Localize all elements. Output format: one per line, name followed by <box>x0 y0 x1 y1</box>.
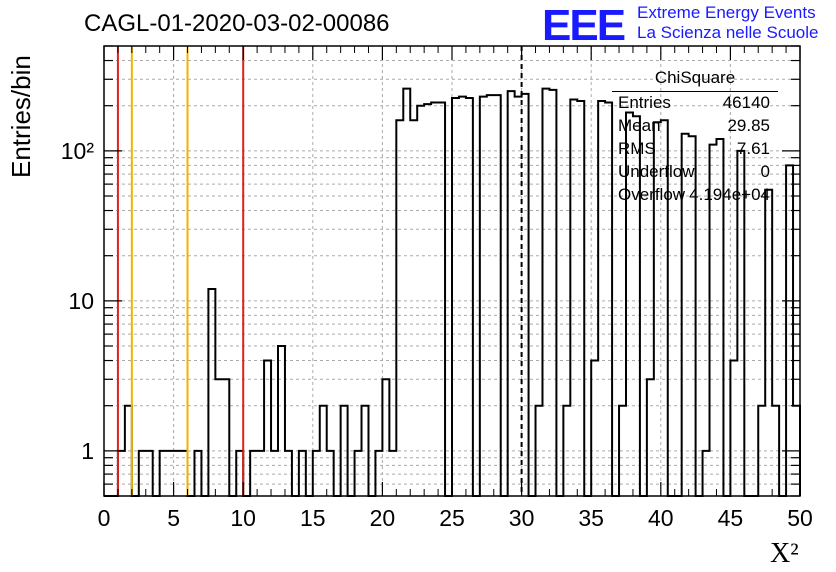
histogram-bin <box>570 99 577 496</box>
y-axis-label: Entries/bin <box>6 55 36 178</box>
histogram-bin <box>264 361 271 496</box>
histogram-series <box>104 87 801 497</box>
histogram-bin <box>278 346 285 496</box>
x-tick-label: 50 <box>787 505 813 531</box>
stat-label: Mean <box>618 116 661 135</box>
histogram-bin <box>542 89 549 496</box>
reference-lines <box>116 46 523 496</box>
x-tick-label: 0 <box>98 505 111 531</box>
y-tick-label: 1 <box>81 438 94 464</box>
stat-label: Overflow <box>618 185 686 204</box>
histogram-bin <box>431 103 438 496</box>
stat-value: 46140 <box>722 93 770 112</box>
histogram-bin <box>765 190 772 496</box>
histogram-bin <box>403 89 410 496</box>
histogram-bin <box>730 361 737 496</box>
stat-label: RMS <box>618 139 656 158</box>
logo-tagline-1: Extreme Energy Events <box>637 3 816 22</box>
y-tick-label: 10 <box>68 288 94 314</box>
x-tick-label: 25 <box>439 505 465 531</box>
histogram-bin <box>480 97 487 496</box>
histogram-outline <box>104 87 801 497</box>
stats-box: ChiSquare Entries 46140 Mean 29.85 RMS 7… <box>612 68 778 210</box>
histogram-bin <box>382 379 389 496</box>
histogram-bin <box>786 165 793 496</box>
stat-value: 0 <box>760 162 770 181</box>
x-tick-label: 10 <box>230 505 256 531</box>
histogram-bin <box>215 379 222 496</box>
histogram-bin <box>494 95 501 496</box>
histogram-bin <box>424 104 431 496</box>
eee-logo: EEE <box>542 1 626 50</box>
x-axis-label: X² <box>770 538 799 569</box>
chart-title: CAGL-01-2020-03-02-00086 <box>84 10 390 37</box>
x-tick-label: 40 <box>648 505 674 531</box>
x-tick-label: 20 <box>370 505 396 531</box>
x-tick-label: 30 <box>509 505 535 531</box>
stat-value: 4.194e+04 <box>689 185 770 204</box>
histogram-bin <box>508 91 515 496</box>
stat-label: Entries <box>618 93 671 112</box>
stats-title: ChiSquare <box>654 68 736 87</box>
x-tick-label: 35 <box>578 505 604 531</box>
histogram-bin <box>598 101 605 496</box>
axis-tick-labels: 0 5 10 15 20 25 30 35 40 45 50 1 10 10² <box>61 138 813 531</box>
stat-value: 7.61 <box>736 139 770 158</box>
histogram-bin <box>515 97 522 496</box>
y-tick-label: 10² <box>61 138 95 164</box>
histogram-bin <box>487 95 494 496</box>
x-tick-label: 15 <box>300 505 326 531</box>
histogram-bin <box>591 361 598 496</box>
logo-tagline-2: La Scienza nelle Scuole <box>637 23 819 42</box>
x-tick-label: 45 <box>718 505 744 531</box>
histogram-bin <box>459 97 466 496</box>
axis-ticks <box>103 45 801 497</box>
histogram-bin <box>222 379 229 496</box>
stats-divider <box>612 91 778 92</box>
histogram-bin <box>522 94 529 496</box>
stat-value: 29.85 <box>727 116 770 135</box>
histogram-bin <box>577 101 584 496</box>
histogram-bin <box>647 379 654 496</box>
stat-label: Underflow <box>618 162 695 181</box>
x-tick-label: 5 <box>167 505 180 531</box>
histogram-bin <box>438 103 445 496</box>
